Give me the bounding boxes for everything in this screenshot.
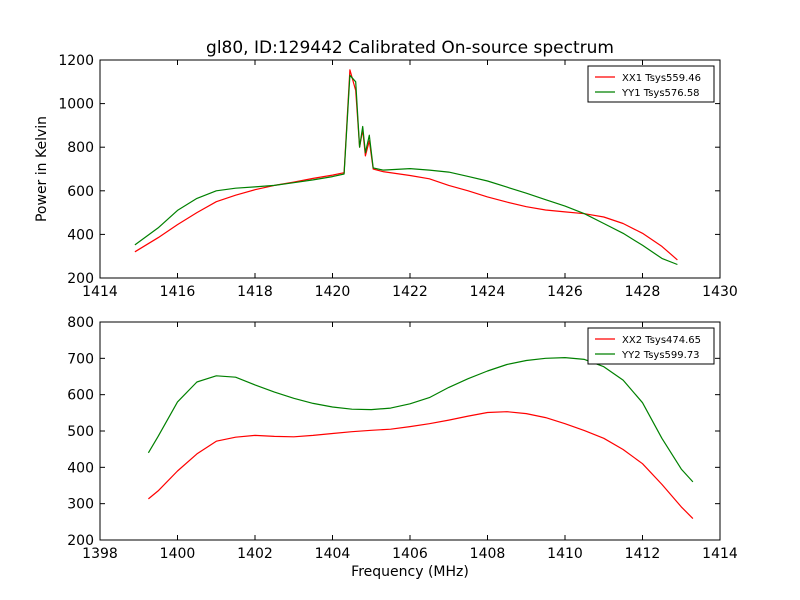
series-line-1 [147, 357, 694, 483]
x-tick-label: 1410 [547, 546, 583, 562]
x-tick-label: 1416 [160, 284, 196, 300]
x-tick-label: 1414 [82, 284, 118, 300]
x-tick-label: 1422 [392, 284, 428, 300]
y-tick-label: 1200 [58, 53, 94, 69]
y-tick-label: 400 [67, 460, 94, 476]
x-tick-label: 1414 [702, 546, 738, 562]
x-tick-label: 1404 [315, 546, 351, 562]
x-tick-label: 1420 [315, 284, 351, 300]
y-tick-label: 600 [67, 184, 94, 200]
legend-entry: YY1 Tsys576.58 [621, 88, 700, 99]
y-tick-label: 700 [67, 351, 94, 367]
x-tick-label: 1400 [160, 546, 196, 562]
series-line-1 [134, 74, 678, 266]
legend: XX1 Tsys559.46 YY1 Tsys576.58 [587, 65, 715, 103]
y-tick-label: 300 [67, 497, 94, 513]
y-tick-label: 600 [67, 388, 94, 404]
legend-box [587, 327, 715, 365]
upper-panel: 1414 1416 1418 1420 1422 1424 1426 1428 1430 200 4… [34, 53, 738, 300]
lower-panel: 1398 1400 1402 1404 1406 1408 1410 1412 1414 200 3… [67, 315, 738, 580]
x-tick-label: 1408 [470, 546, 506, 562]
x-tick-label: 1412 [625, 546, 661, 562]
x-tick-label: 1430 [702, 284, 738, 300]
series-line-0 [148, 411, 694, 520]
x-tick-label: 1428 [625, 284, 661, 300]
y-tick-label: 800 [67, 140, 94, 156]
x-tick-label: 1418 [237, 284, 273, 300]
y-axis-label: Power in Kelvin [34, 116, 50, 222]
x-tick-label: 1402 [237, 546, 273, 562]
legend: XX2 Tsys474.65 YY2 Tsys599.73 [587, 327, 715, 365]
legend-entry: XX2 Tsys474.65 [622, 335, 701, 346]
y-tick-label: 500 [67, 424, 94, 440]
x-tick-label: 1426 [547, 284, 583, 300]
chart-title: gl80, ID:129442 Calibrated On-source spe… [206, 38, 614, 58]
legend-entry: YY2 Tsys599.73 [621, 350, 700, 361]
legend-box [587, 65, 715, 103]
x-tick-label: 1424 [470, 284, 506, 300]
y-tick-label: 200 [67, 271, 94, 287]
y-tick-label: 400 [67, 227, 94, 243]
series-line-0 [134, 69, 678, 261]
x-tick-label: 1406 [392, 546, 428, 562]
y-tick-label: 800 [67, 315, 94, 331]
y-tick-label: 1000 [58, 97, 94, 113]
y-tick-label: 200 [67, 533, 94, 549]
x-axis-label: Frequency (MHz) [351, 564, 469, 580]
x-tick-label: 1398 [82, 546, 118, 562]
legend-entry: XX1 Tsys559.46 [622, 73, 701, 84]
